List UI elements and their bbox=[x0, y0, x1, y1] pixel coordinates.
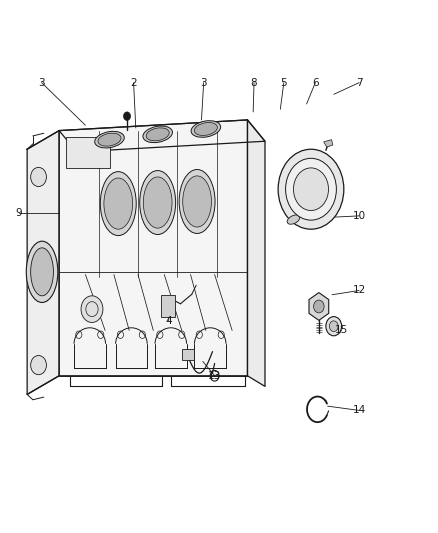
Ellipse shape bbox=[143, 177, 172, 228]
Text: 12: 12 bbox=[353, 286, 366, 295]
Text: 15: 15 bbox=[335, 326, 348, 335]
Circle shape bbox=[31, 167, 46, 187]
Circle shape bbox=[278, 149, 344, 229]
Circle shape bbox=[286, 158, 336, 220]
FancyBboxPatch shape bbox=[182, 349, 194, 360]
Text: 14: 14 bbox=[353, 406, 366, 415]
Text: 8: 8 bbox=[251, 78, 258, 87]
FancyBboxPatch shape bbox=[161, 295, 175, 317]
Text: 6: 6 bbox=[312, 78, 319, 87]
Ellipse shape bbox=[183, 176, 212, 227]
Text: 3: 3 bbox=[200, 78, 207, 87]
Polygon shape bbox=[309, 293, 329, 320]
Text: 10: 10 bbox=[353, 211, 366, 221]
Polygon shape bbox=[247, 120, 265, 386]
Ellipse shape bbox=[95, 131, 124, 148]
Ellipse shape bbox=[100, 172, 136, 236]
Text: 2: 2 bbox=[130, 78, 137, 87]
Circle shape bbox=[293, 168, 328, 211]
Ellipse shape bbox=[104, 178, 133, 229]
Polygon shape bbox=[324, 140, 333, 147]
FancyBboxPatch shape bbox=[66, 137, 110, 168]
Ellipse shape bbox=[31, 248, 53, 296]
Text: 5: 5 bbox=[280, 78, 287, 87]
Ellipse shape bbox=[179, 169, 215, 233]
Ellipse shape bbox=[191, 120, 221, 138]
Polygon shape bbox=[59, 120, 247, 376]
Text: 13: 13 bbox=[208, 371, 221, 381]
Text: 9: 9 bbox=[15, 208, 22, 218]
Ellipse shape bbox=[143, 126, 173, 143]
Ellipse shape bbox=[98, 133, 121, 146]
Ellipse shape bbox=[140, 171, 176, 235]
Polygon shape bbox=[27, 131, 59, 394]
Ellipse shape bbox=[287, 215, 300, 224]
Text: 3: 3 bbox=[38, 78, 45, 87]
Circle shape bbox=[329, 321, 338, 332]
Circle shape bbox=[326, 317, 342, 336]
Ellipse shape bbox=[26, 241, 58, 303]
Ellipse shape bbox=[146, 128, 169, 141]
Circle shape bbox=[31, 356, 46, 375]
Text: 7: 7 bbox=[356, 78, 363, 87]
Ellipse shape bbox=[194, 123, 217, 135]
Circle shape bbox=[81, 296, 103, 322]
Text: 4: 4 bbox=[165, 316, 172, 326]
Polygon shape bbox=[59, 120, 265, 152]
Circle shape bbox=[314, 300, 324, 313]
Circle shape bbox=[124, 112, 131, 120]
